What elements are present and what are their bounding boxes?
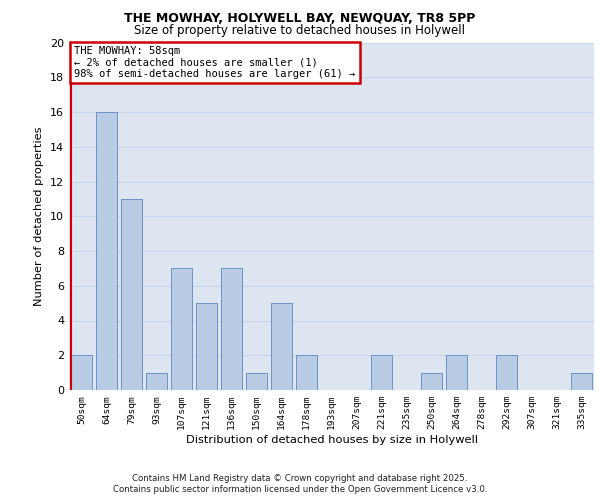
Text: THE MOWHAY, HOLYWELL BAY, NEWQUAY, TR8 5PP: THE MOWHAY, HOLYWELL BAY, NEWQUAY, TR8 5… xyxy=(124,12,476,24)
Bar xyxy=(146,372,167,390)
Text: Size of property relative to detached houses in Holywell: Size of property relative to detached ho… xyxy=(134,24,466,37)
Bar xyxy=(496,355,517,390)
Bar xyxy=(371,355,392,390)
X-axis label: Distribution of detached houses by size in Holywell: Distribution of detached houses by size … xyxy=(185,435,478,445)
Bar xyxy=(271,303,292,390)
Bar xyxy=(446,355,467,390)
Text: Contains HM Land Registry data © Crown copyright and database right 2025.
Contai: Contains HM Land Registry data © Crown c… xyxy=(113,474,487,494)
Bar xyxy=(246,372,267,390)
Bar xyxy=(196,303,217,390)
Text: THE MOWHAY: 58sqm
← 2% of detached houses are smaller (1)
98% of semi-detached h: THE MOWHAY: 58sqm ← 2% of detached house… xyxy=(74,46,355,79)
Bar xyxy=(221,268,242,390)
Bar xyxy=(96,112,117,390)
Bar xyxy=(421,372,442,390)
Bar xyxy=(121,199,142,390)
Bar xyxy=(71,355,92,390)
Bar xyxy=(171,268,192,390)
Bar xyxy=(296,355,317,390)
Y-axis label: Number of detached properties: Number of detached properties xyxy=(34,126,44,306)
Bar xyxy=(571,372,592,390)
